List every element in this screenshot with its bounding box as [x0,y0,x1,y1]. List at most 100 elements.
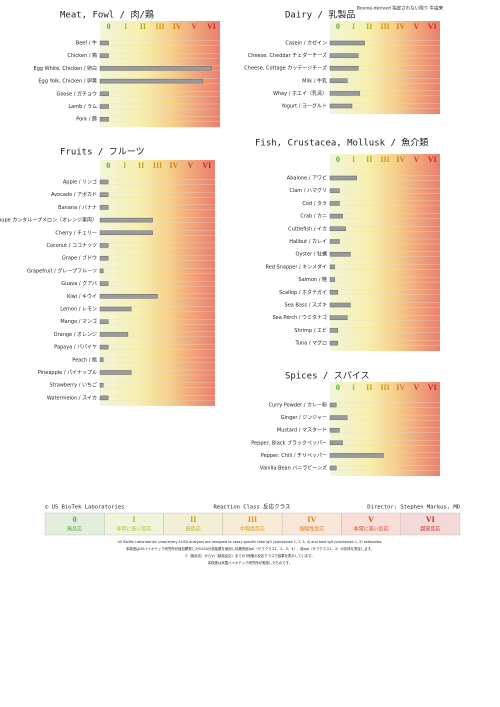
bar [99,179,109,185]
bar [99,217,153,223]
class-label: V [414,383,420,392]
bar [99,78,204,84]
class-label: 0 [106,161,110,170]
class-text: 超高反応 [420,526,440,533]
chart-title: Spices / スパイス [285,371,370,382]
category-label: Watermelon / スイカ [47,395,97,401]
category-label: Abalone / アワビ [287,175,327,182]
category-label: Curry Powder / カレー粉 [269,402,327,409]
category-label: Scallop / ホタテガイ [279,289,327,296]
class-label: I [124,22,127,31]
class-roman: I [132,515,135,524]
class-label: I [352,22,355,31]
category-label: Banana / バナナ [58,205,97,211]
bar [329,226,346,232]
category-label: Egg Yolk, Chicken / 卵黄 [38,78,97,85]
category-label: Milk / 牛乳 [302,77,327,84]
footnote: US BioTek Laboratories' proprietary ELIS… [118,540,383,544]
director: Director: Stephen Markus, MD [367,505,460,511]
bar [99,66,212,71]
bar [99,192,109,197]
bar [99,332,129,337]
class-label: 0 [336,155,340,164]
category-label: Oyster / 牡蠣 [296,251,327,258]
category-label: Shrimp / エビ [294,327,327,334]
scale-background [100,160,215,406]
class-label: 0 [336,22,340,31]
class-label: III [153,161,162,170]
bar [99,91,109,97]
category-label: Red Snapper / キンメダイ [265,263,327,270]
class-roman: VI [426,515,435,524]
category-label: Yogurt / ヨーグルト [280,103,327,110]
category-label: Tuna / マグロ [294,340,327,347]
class-label: II [366,383,372,392]
class-box [400,512,461,536]
category-label: Sea Perch / ウミタナゴ [272,314,327,321]
category-label: Lamb / ラム [68,104,97,110]
class-label: IV [169,161,178,170]
category-label: Avocado / アボカド [51,191,97,198]
class-text: 低反応 [186,526,201,533]
bar [99,281,109,286]
category-label: Pineapple / パイナップル [38,370,97,376]
chart-title: Meat, Fowl / 肉/鶏 [60,9,154,21]
class-label: III [380,383,389,392]
bar [99,243,109,248]
class-text: 非常に高い反応 [354,526,389,533]
scale-background [100,21,220,128]
class-label: VI [202,161,211,170]
category-label: Coconut / ココナッツ [46,243,97,249]
category-label: Ginger / ジンジャー [281,415,327,421]
copyright: © US BioTek Laboratories [45,505,124,511]
bar [99,256,109,261]
bar [99,383,104,388]
class-label: IV [396,22,405,31]
class-label: IV [396,383,405,392]
category-label: Cheese, Cheddar チェダーチーズ [248,52,327,59]
bar [329,453,384,458]
class-roman: II [190,515,196,524]
category-label: Halibut / カレイ [289,239,327,245]
bar [329,440,343,445]
bar [99,53,109,58]
class-label: 0 [107,22,111,31]
class-label: VI [428,22,437,31]
class-roman: III [248,515,257,524]
class-label: II [366,22,372,31]
category-label: Lemon / レモン [60,307,97,313]
bar [329,315,348,320]
category-label: Grape / ブドウ [62,255,97,262]
category-label: Pepper, Chili / チリペッパー [261,453,327,459]
category-label: Cod / タラ [302,200,327,207]
category-label: Sea Bass / スズキ [285,302,327,309]
bar [329,53,359,58]
chart-title: Dairy / 乳製品 [285,9,355,21]
bar [99,104,109,109]
category-label: Whey / ホエイ（乳清） [273,90,327,97]
category-label: Pepper, Black ブラックペッパー [251,439,327,446]
bar [329,239,340,244]
class-roman: IV [307,515,316,524]
bar [329,277,335,282]
category-label: Crab / カニ [300,214,327,220]
bar [329,78,348,84]
footnote: 0（無反応）からVI（超高反応）までの7段階の反応クラスで結果を表示しています。 [185,553,314,558]
bar [329,328,339,333]
category-label: Pork / 豚 [76,117,97,123]
bar [329,290,339,295]
category-label: Chicken / 鶏 [67,52,97,59]
category-label: Kiwi / キウイ [67,293,97,300]
class-label: VI [428,383,437,392]
bar [329,264,335,270]
bar [329,340,339,346]
bar [329,188,340,193]
bar [329,402,337,408]
chart-title: Fish, Crustacea, Mollusk / 魚介類 [255,137,428,149]
bar [329,175,357,181]
bar [329,201,340,206]
bar [329,40,365,46]
class-label: III [380,22,389,31]
category-label: Apple / リンゴ [63,179,97,186]
